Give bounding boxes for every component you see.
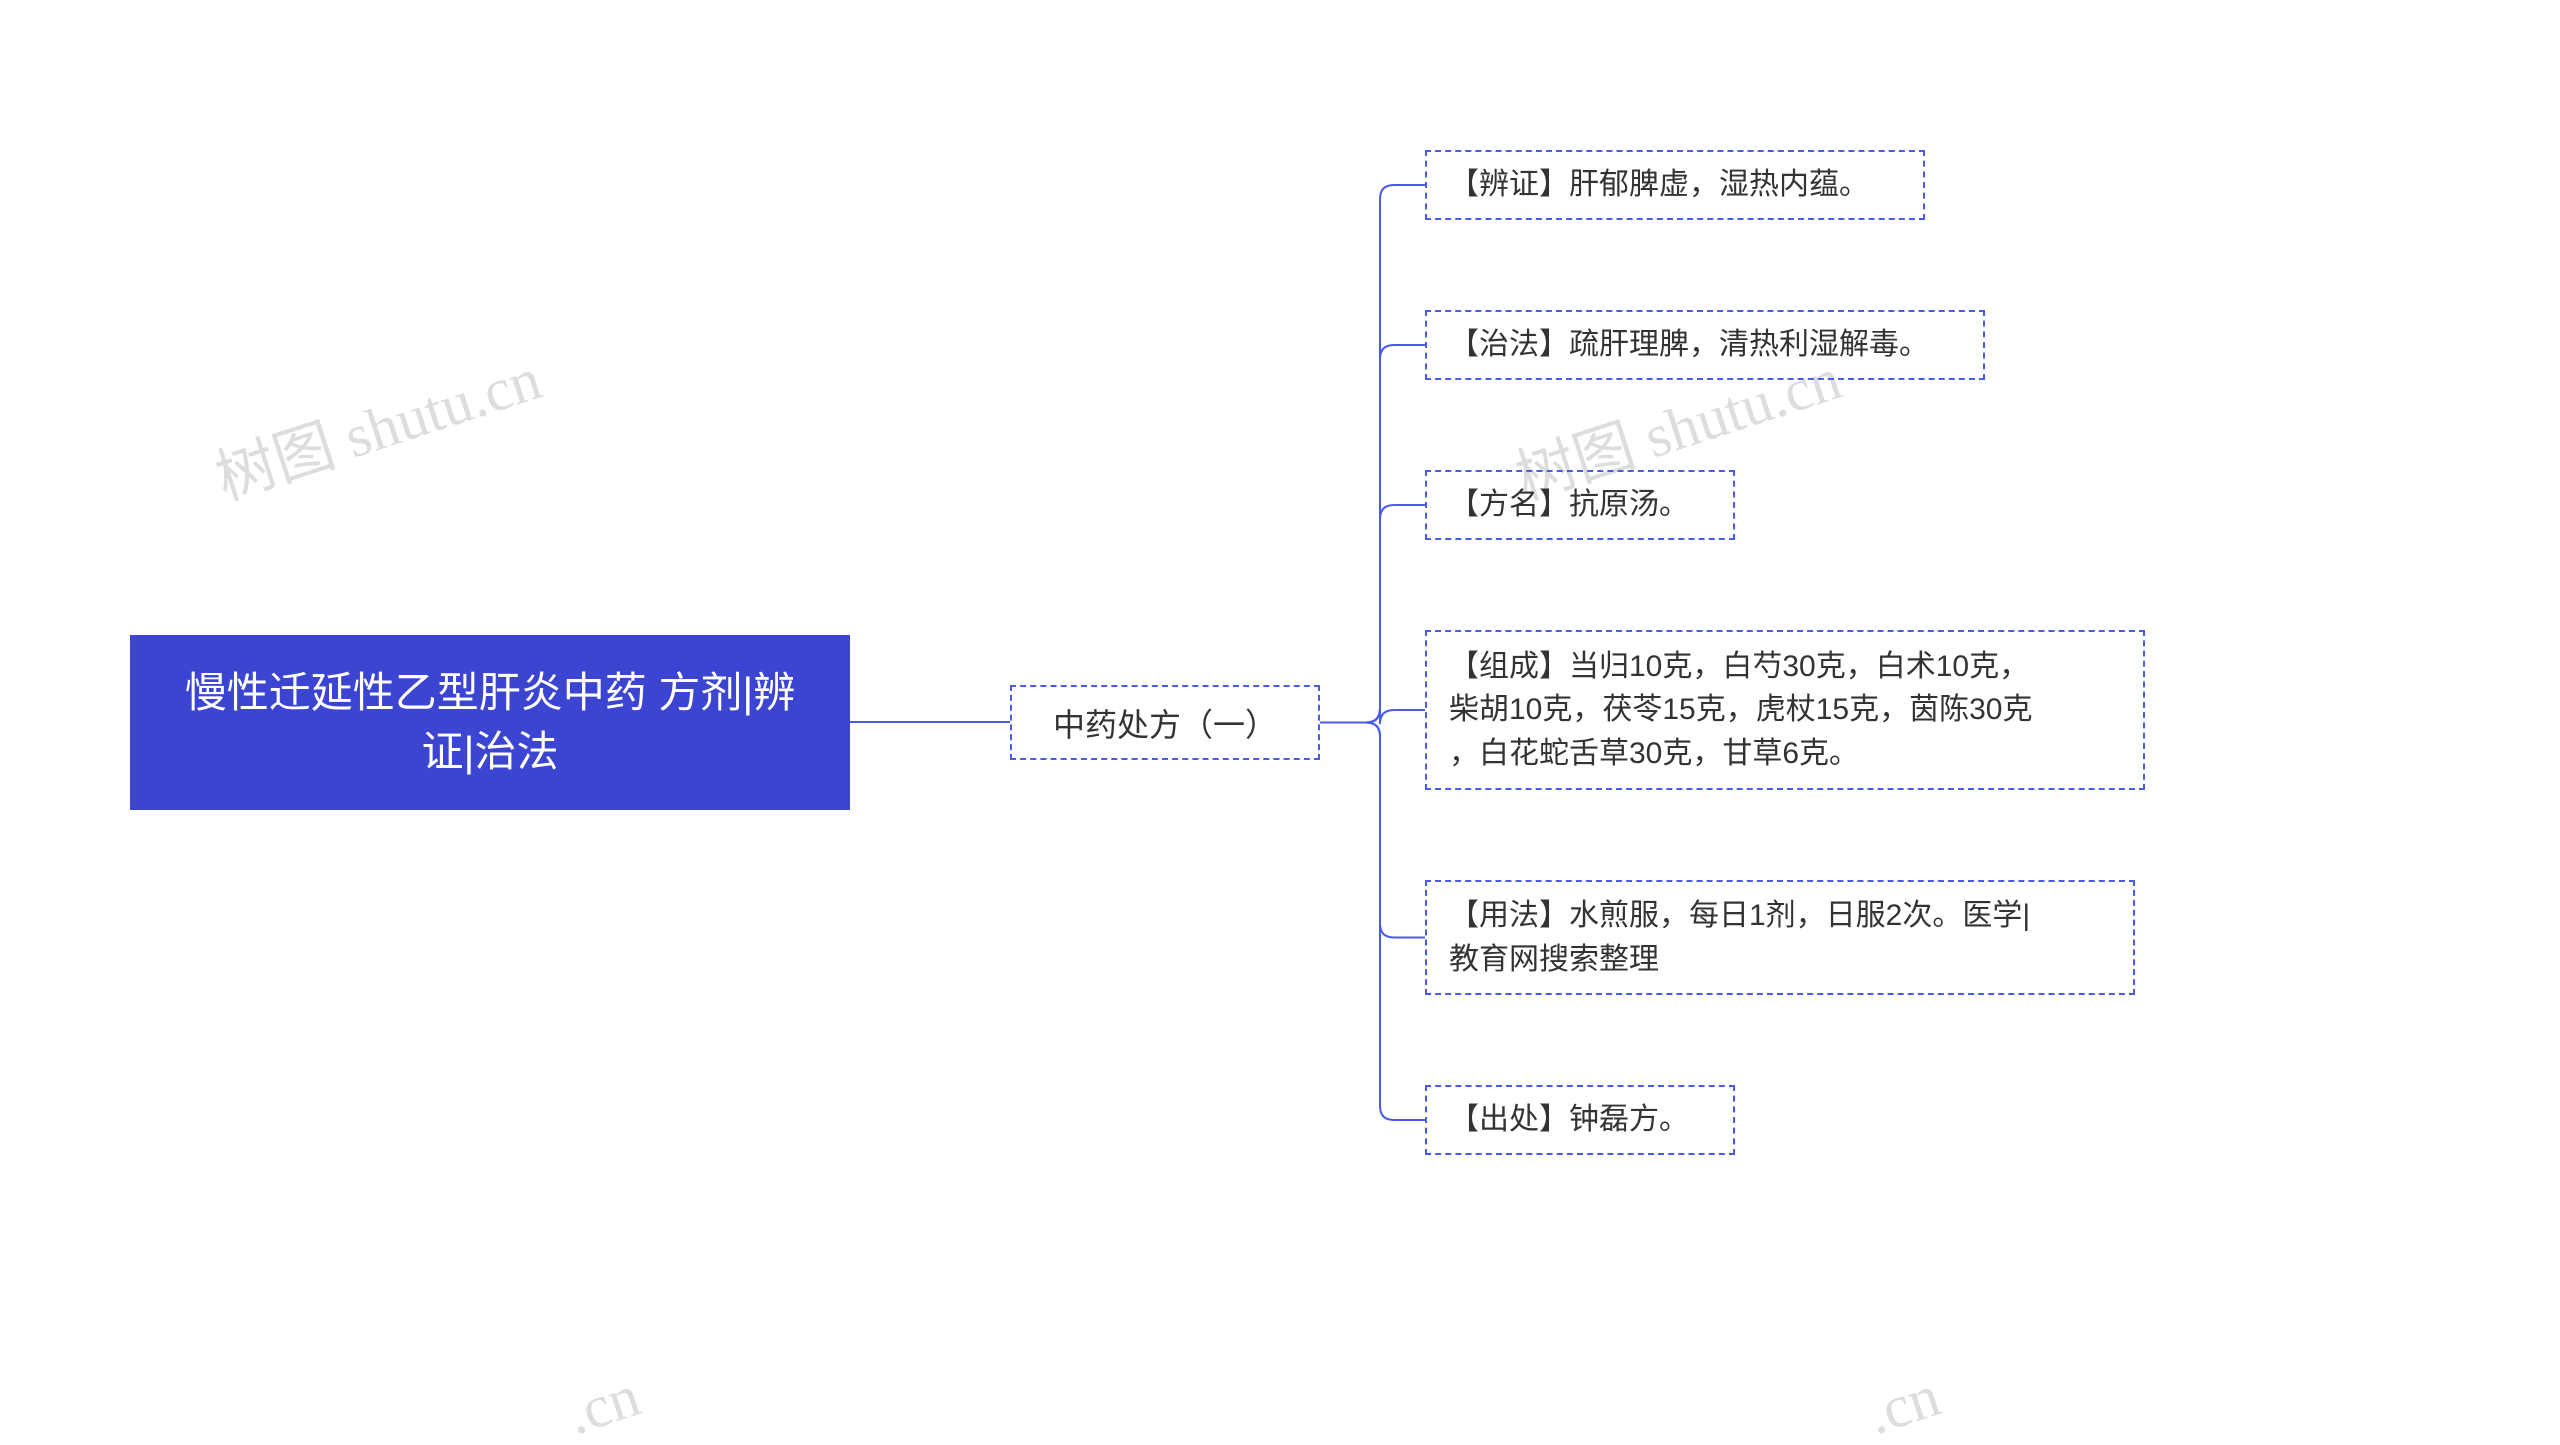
leaf-node-2[interactable]: 【方名】抗原汤。 xyxy=(1425,470,1735,540)
level1-node-text: 中药处方（一） xyxy=(1053,700,1277,746)
leaf-node-1[interactable]: 【治法】疏肝理脾，清热利湿解毒。 xyxy=(1425,310,1985,380)
leaf-text-1: 【治法】疏肝理脾，清热利湿解毒。 xyxy=(1449,323,1929,367)
leaf-text-3: 【组成】当归10克，白芍30克，白术10克， 柴胡10克，茯苓15克，虎杖15克… xyxy=(1449,645,2032,776)
leaf-node-0[interactable]: 【辨证】肝郁脾虚，湿热内蕴。 xyxy=(1425,150,1925,220)
level1-node[interactable]: 中药处方（一） xyxy=(1010,685,1320,760)
watermark-4: .cn xyxy=(1859,1361,1948,1445)
leaf-node-5[interactable]: 【出处】钟磊方。 xyxy=(1425,1085,1735,1155)
leaf-text-0: 【辨证】肝郁脾虚，湿热内蕴。 xyxy=(1449,163,1869,207)
leaf-text-5: 【出处】钟磊方。 xyxy=(1449,1098,1689,1142)
leaf-text-4: 【用法】水煎服，每日1剂，日服2次。医学| 教育网搜索整理 xyxy=(1449,894,2030,981)
watermark-1: 树图 shutu.cn xyxy=(203,330,550,517)
root-node-text: 慢性迁延性乙型肝炎中药 方剂|辨证|治法 xyxy=(160,664,820,782)
leaf-text-2: 【方名】抗原汤。 xyxy=(1449,483,1689,527)
mindmap-canvas: 树图 shutu.cn 树图 shutu.cn .cn .cn 慢性迁延性乙型肝… xyxy=(0,0,2560,1445)
leaf-node-3[interactable]: 【组成】当归10克，白芍30克，白术10克， 柴胡10克，茯苓15克，虎杖15克… xyxy=(1425,630,2145,790)
leaf-node-4[interactable]: 【用法】水煎服，每日1剂，日服2次。医学| 教育网搜索整理 xyxy=(1425,880,2135,995)
root-node[interactable]: 慢性迁延性乙型肝炎中药 方剂|辨证|治法 xyxy=(130,635,850,810)
watermark-3: .cn xyxy=(559,1361,648,1445)
